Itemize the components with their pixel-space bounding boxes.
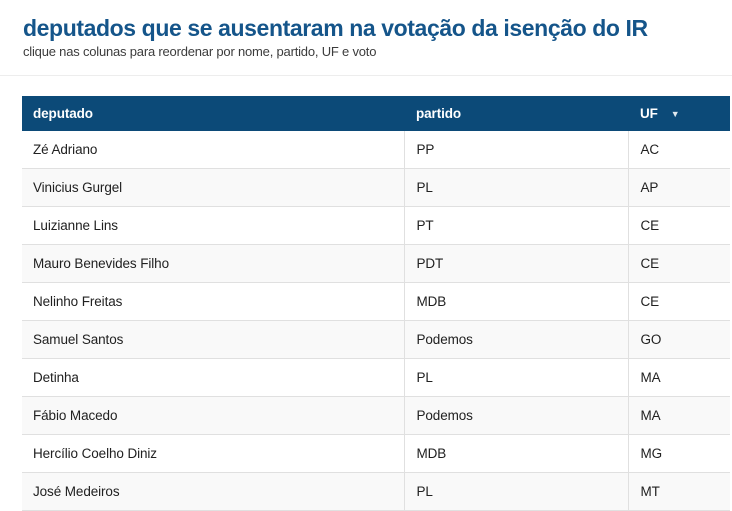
section-divider bbox=[0, 75, 732, 76]
cell-deputado: Vinicius Gurgel bbox=[22, 168, 404, 207]
sort-desc-icon: ▼ bbox=[670, 109, 680, 119]
table-row: Luizianne Lins PT CE bbox=[22, 206, 730, 245]
cell-uf: CE bbox=[627, 244, 730, 283]
cell-partido: PT bbox=[403, 206, 628, 245]
column-label-deputado: deputado bbox=[33, 106, 93, 121]
table-row: Zé Adriano PP AC bbox=[22, 131, 730, 169]
cell-deputado: Samuel Santos bbox=[22, 320, 404, 359]
cell-deputado: Mauro Benevides Filho bbox=[22, 244, 404, 283]
cell-deputado: Hercílio Coelho Diniz bbox=[22, 434, 404, 473]
table-row: Mauro Benevides Filho PDT CE bbox=[22, 244, 730, 283]
table-header-row: deputado partido UF ▼ bbox=[22, 96, 730, 131]
cell-partido: Podemos bbox=[403, 396, 628, 435]
table-row: Nelinho Freitas MDB CE bbox=[22, 282, 730, 321]
page-title: deputados que se ausentaram na votação d… bbox=[23, 15, 648, 41]
page-header: deputados que se ausentaram na votação d… bbox=[0, 0, 732, 60]
cell-uf: MA bbox=[627, 358, 730, 397]
cell-uf: CE bbox=[627, 282, 730, 321]
cell-partido: PL bbox=[403, 472, 628, 511]
cell-partido: Podemos bbox=[403, 320, 628, 359]
cell-uf: MT bbox=[627, 472, 730, 511]
cell-uf: AP bbox=[627, 168, 730, 207]
column-label-uf: UF bbox=[640, 106, 658, 121]
table-row: José Medeiros PL MT bbox=[22, 472, 730, 511]
cell-uf: AC bbox=[627, 131, 730, 169]
column-label-partido: partido bbox=[416, 106, 462, 121]
deputies-table: deputado partido UF ▼ Zé Adriano PP AC Viniciu… bbox=[22, 96, 730, 511]
cell-deputado: Detinha bbox=[22, 358, 404, 397]
cell-deputado: Fábio Macedo bbox=[22, 396, 404, 435]
cell-partido: MDB bbox=[403, 434, 628, 473]
cell-partido: PP bbox=[403, 131, 628, 169]
page-subtitle: clique nas colunas para reordenar por no… bbox=[23, 44, 377, 59]
column-header-partido[interactable]: partido bbox=[404, 96, 628, 131]
column-header-deputado[interactable]: deputado bbox=[22, 96, 404, 131]
cell-partido: PDT bbox=[403, 244, 628, 283]
table-row: Detinha PL MA bbox=[22, 358, 730, 397]
cell-uf: CE bbox=[627, 206, 730, 245]
table-row: Fábio Macedo Podemos MA bbox=[22, 396, 730, 435]
cell-deputado: Nelinho Freitas bbox=[22, 282, 404, 321]
cell-uf: MG bbox=[627, 434, 730, 473]
table-row: Hercílio Coelho Diniz MDB MG bbox=[22, 434, 730, 473]
cell-uf: MA bbox=[627, 396, 730, 435]
table-row: Samuel Santos Podemos GO bbox=[22, 320, 730, 359]
table-row: Vinicius Gurgel PL AP bbox=[22, 168, 730, 207]
cell-deputado: Luizianne Lins bbox=[22, 206, 404, 245]
column-header-uf[interactable]: UF ▼ bbox=[628, 96, 730, 131]
cell-partido: PL bbox=[403, 358, 628, 397]
cell-deputado: José Medeiros bbox=[22, 472, 404, 511]
cell-deputado: Zé Adriano bbox=[22, 131, 404, 169]
cell-partido: MDB bbox=[403, 282, 628, 321]
cell-uf: GO bbox=[627, 320, 730, 359]
cell-partido: PL bbox=[403, 168, 628, 207]
